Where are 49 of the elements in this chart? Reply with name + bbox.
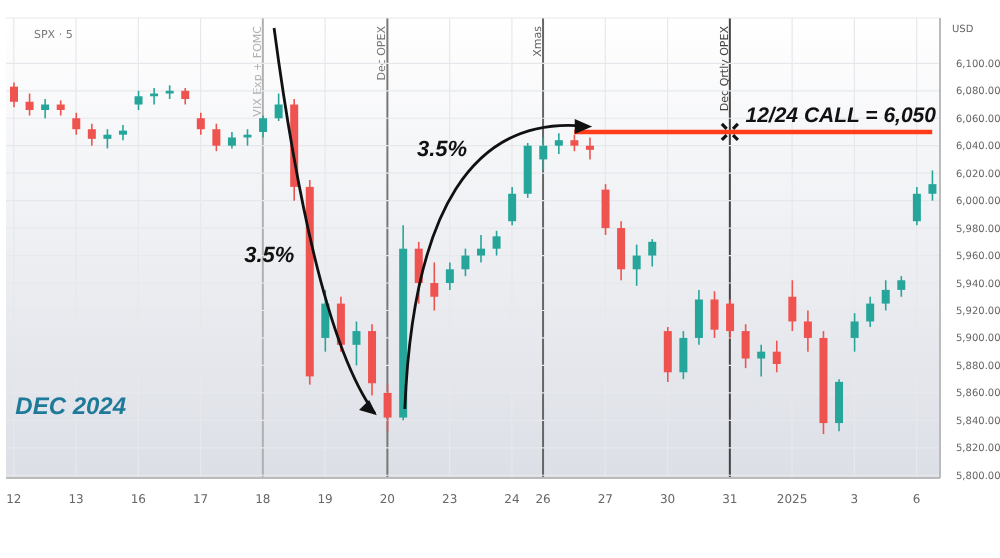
candlestick: [679, 330, 688, 380]
annotation: 3.5%: [244, 243, 295, 268]
candlestick: [881, 279, 890, 312]
candlestick: [41, 98, 50, 120]
candlestick: [897, 275, 906, 298]
annotation: 12/24 CALL = 6,050: [745, 103, 937, 128]
candlestick: [196, 111, 205, 136]
candlestick: [554, 132, 563, 155]
candlestick: [321, 289, 330, 353]
candlestick: [10, 81, 18, 109]
candlestick: [850, 312, 859, 353]
candlestick: [492, 230, 501, 257]
candlestick: [508, 186, 517, 227]
candlestick: [212, 122, 221, 152]
candlestick: [803, 309, 812, 353]
candlestick: [134, 89, 143, 111]
candlestick: [912, 186, 921, 227]
candlestick: [601, 183, 610, 236]
candlestick: [632, 243, 641, 287]
candlestick: [772, 339, 781, 374]
candlestick: [72, 111, 81, 136]
candlestick: [757, 344, 766, 378]
candlestick: [25, 92, 34, 117]
candlestick: [585, 136, 594, 161]
candlestick: [928, 169, 937, 202]
annotation: DEC 2024: [15, 391, 127, 420]
candlestick: [477, 234, 485, 264]
candlestick: [648, 238, 657, 268]
candlestick: [617, 220, 626, 282]
candlestick: [430, 261, 439, 312]
candlestick: [726, 298, 735, 339]
candlestick: [741, 323, 750, 369]
candlestick: [835, 378, 844, 433]
candlestick: [103, 128, 112, 150]
annotation: 3.5%: [416, 138, 468, 162]
candlestick: [663, 326, 672, 383]
candlestick: [259, 114, 268, 139]
candlestick: [274, 92, 283, 122]
candlestick: [118, 124, 127, 142]
candlestick: [383, 383, 392, 433]
candlestick: [461, 247, 470, 277]
candlestick: [866, 295, 875, 328]
candlestick: [788, 279, 797, 332]
candlestick: [694, 289, 703, 346]
candlestick: [87, 122, 96, 147]
candlestick: [352, 320, 361, 367]
candlestick: [539, 136, 548, 172]
candlestick: [445, 261, 454, 291]
candlestick: [710, 290, 719, 339]
